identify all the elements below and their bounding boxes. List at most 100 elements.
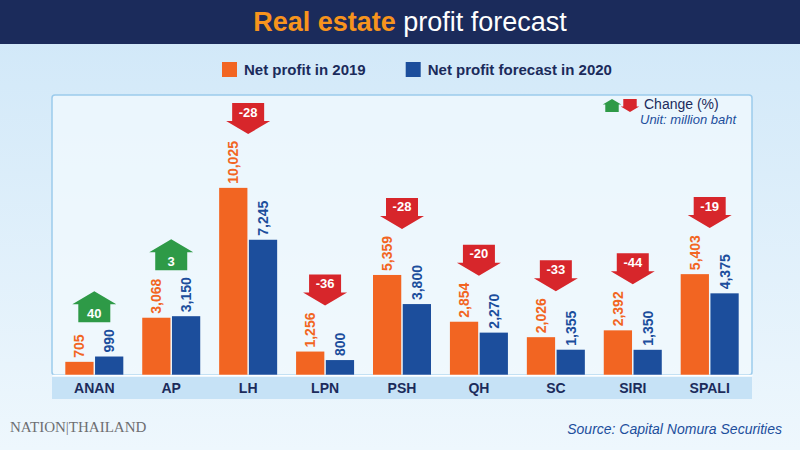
change-value: -19 [700,199,719,214]
category-label: QH [468,380,489,396]
change-arrow: -28 [380,198,424,229]
change-value: -28 [393,199,412,214]
change-arrow: -20 [457,245,501,276]
data-label: 1,350 [640,311,656,346]
bar [527,337,555,375]
tick: SIRI [619,375,646,396]
data-label: 2,392 [610,291,626,326]
category-label: LH [239,380,258,396]
change-value: -44 [623,255,643,270]
category-label: SC [546,380,565,396]
category-label: ANAN [74,380,114,396]
bar [65,362,93,375]
category-label: AP [162,380,181,396]
axis-line [53,375,753,377]
arrow-shape [226,103,270,134]
tick: SC [546,375,565,396]
change-arrow: 40 [72,291,116,322]
category-label: SIRI [619,380,646,396]
bar [710,293,738,375]
legend: Net profit in 2019Net profit forecast in… [222,61,612,78]
change-arrow: -19 [688,197,732,228]
legend-swatch [222,62,237,77]
logo: NATION|THAILAND [10,419,146,435]
data-label: 7,245 [255,201,271,236]
data-label: 3,068 [148,278,164,313]
bar [326,360,354,375]
bar [557,350,585,375]
change-arrow: 3 [149,239,193,270]
data-label: 3,150 [178,277,194,312]
plot-frame [52,95,752,375]
data-label: 2,026 [533,298,549,333]
legend-label: Net profit forecast in 2020 [428,61,612,78]
change-arrows: 40 3 -28 -36 -28 -20 -33 -44 -19 [72,103,731,322]
bar [681,274,709,375]
chart: Real estate profit forecast Net profit in… [0,0,800,450]
change-value: 3 [168,254,175,269]
category-strip [52,377,752,399]
change-value: -20 [470,246,489,261]
change-value: -28 [239,105,258,120]
data-label: 990 [101,329,117,353]
x-axis: ANAN AP LH LPN PSH QH SC SIRI SPALI [53,375,753,396]
data-label: 2,270 [486,293,502,328]
tick: AP [162,375,181,396]
data-label: 4,375 [717,254,733,289]
change-value: 40 [87,306,101,321]
tick: ANAN [74,375,114,396]
bar [172,316,200,375]
change-key: Change (%) [603,96,719,112]
unit-note: Unit: million baht [640,112,737,127]
data-label: 1,256 [302,312,318,347]
change-arrow: -44 [611,253,655,284]
tick: LPN [311,375,339,396]
change-arrow: -33 [534,260,578,291]
bar [219,188,247,375]
category-label: PSH [388,380,417,396]
key-down [621,99,639,112]
arrow-shape [149,239,193,270]
tick: LH [239,375,258,396]
arrow-shape [72,291,116,322]
bars [65,188,738,375]
arrow-shape [534,260,578,291]
bar [142,318,170,375]
tick: PSH [388,375,417,396]
bar [403,304,431,375]
data-label: 705 [71,334,87,358]
arrow-shape [688,197,732,228]
legend-swatch [406,62,421,77]
category-label: LPN [311,380,339,396]
data-label: 800 [332,332,348,356]
bar [634,350,662,375]
data-label: 5,403 [687,235,703,270]
bar [604,330,632,375]
title-bar [0,0,800,44]
change-value: -33 [546,262,565,277]
change-arrow: -36 [303,275,347,306]
arrow-shape [380,198,424,229]
bar [296,352,324,375]
bar [480,333,508,375]
data-label: 10,025 [225,141,241,184]
change-arrow: -28 [226,103,270,134]
bar [95,357,123,375]
title: Real estate profit forecast [253,7,567,37]
category-label: SPALI [690,380,730,396]
arrow-shape [611,253,655,284]
tick: QH [468,375,489,396]
data-label: 2,854 [456,282,472,317]
bar [450,322,478,375]
bar [373,275,401,375]
tick: SPALI [690,375,730,396]
data-labels: 705 3,068 10,025 1,256 5,359 2,854 2,026 2,392 5… [71,141,732,358]
data-label: 3,800 [409,265,425,300]
arrow-shape [303,275,347,306]
background [0,0,800,450]
key-up [603,99,621,112]
change-value: -36 [316,276,335,291]
data-label: 5,359 [379,236,395,271]
data-label: 1,355 [563,310,579,345]
bar [249,240,277,375]
